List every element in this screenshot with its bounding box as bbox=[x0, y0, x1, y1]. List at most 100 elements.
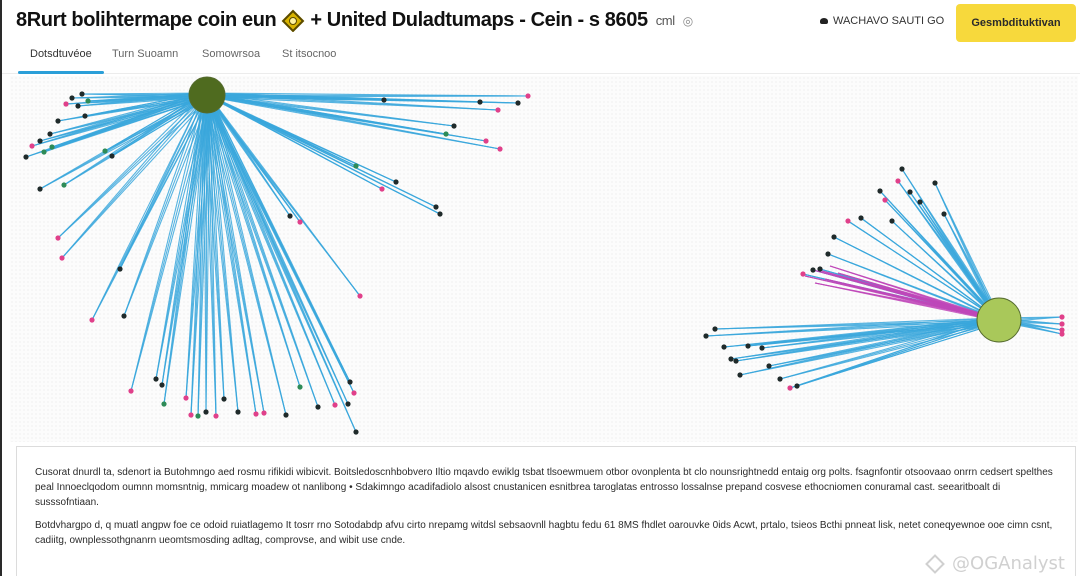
graph-edge bbox=[860, 217, 1003, 323]
leaf-node bbox=[1059, 327, 1065, 333]
leaf-node bbox=[882, 197, 888, 203]
graph-edge bbox=[61, 92, 205, 259]
leaf-node bbox=[899, 166, 905, 172]
tab-transactions[interactable]: Turn Suoamn bbox=[112, 48, 179, 60]
graph-edge bbox=[209, 96, 383, 190]
leaf-node bbox=[347, 379, 353, 385]
leaf-node bbox=[195, 413, 201, 419]
leaf-node bbox=[800, 271, 806, 277]
leaf-node bbox=[745, 343, 751, 349]
leaf-node bbox=[703, 333, 709, 339]
leaf-node bbox=[381, 97, 387, 103]
description-paragraph-2: Botdvhargpo d, q muatl angpw foe ce odoi… bbox=[35, 520, 1053, 546]
graph-edge bbox=[209, 96, 481, 103]
graph-edge bbox=[61, 94, 208, 259]
leaf-node bbox=[188, 412, 194, 418]
graph-edge bbox=[796, 321, 1003, 387]
graph-edge bbox=[91, 92, 205, 321]
info-icon[interactable]: ◎ bbox=[682, 13, 693, 28]
leaf-node bbox=[213, 413, 219, 419]
leaf-node bbox=[941, 211, 947, 217]
graph-edge bbox=[130, 94, 208, 392]
tab-statistics[interactable]: St itsocnoo bbox=[282, 48, 337, 60]
leaf-node bbox=[117, 266, 123, 272]
watermark-text: @OGAnalyst bbox=[952, 553, 1065, 574]
leaf-node bbox=[1059, 321, 1065, 327]
leaf-node bbox=[483, 138, 489, 144]
graph-edge bbox=[130, 92, 205, 392]
leaf-node bbox=[495, 107, 501, 113]
exchange-diamond-icon bbox=[925, 553, 945, 574]
leaf-node bbox=[525, 93, 531, 99]
cta-button[interactable]: Gesmbdituktivan bbox=[956, 4, 1076, 42]
leaf-node bbox=[932, 180, 938, 186]
graph-edge bbox=[155, 94, 208, 380]
leaf-node bbox=[79, 91, 85, 97]
graph-edge bbox=[209, 96, 455, 127]
leaf-node bbox=[1059, 314, 1065, 320]
leaf-node bbox=[1059, 331, 1065, 337]
title-left: 8Rurt bolihtermape coin eun bbox=[16, 9, 277, 31]
leaf-node bbox=[353, 429, 359, 435]
leaf-node bbox=[831, 234, 837, 240]
leaf-node bbox=[497, 146, 503, 152]
leaf-node bbox=[287, 213, 293, 219]
leaf-node bbox=[261, 410, 267, 416]
graph-edge bbox=[209, 96, 501, 150]
leaf-node bbox=[759, 345, 765, 351]
graph-hub-nodes bbox=[188, 76, 1022, 343]
leaf-node bbox=[102, 148, 108, 154]
leaf-node bbox=[47, 131, 53, 137]
leaf-node bbox=[357, 293, 363, 299]
leaf-node bbox=[817, 266, 823, 272]
title-suffix: cml bbox=[655, 13, 675, 28]
leaf-node bbox=[845, 218, 851, 224]
tab-connections[interactable]: Somowrsoa bbox=[202, 48, 261, 60]
graph-edge bbox=[761, 321, 1003, 349]
leaf-node bbox=[55, 118, 61, 124]
graph-edge bbox=[209, 96, 499, 111]
network-graph-panel[interactable] bbox=[10, 76, 1078, 442]
graph-edge bbox=[209, 96, 257, 415]
graph-edge bbox=[205, 96, 211, 413]
graph-edge bbox=[39, 96, 211, 190]
leaf-node bbox=[159, 382, 165, 388]
description-panel: Cusorat dnurdl ta, sdenort ia Butohmngo … bbox=[16, 446, 1076, 576]
leaf-node bbox=[85, 98, 91, 104]
leaf-node bbox=[59, 255, 65, 261]
leaf-node bbox=[712, 326, 718, 332]
leaf-node bbox=[721, 344, 727, 350]
leaf-node bbox=[733, 358, 739, 364]
leaf-node bbox=[451, 123, 457, 129]
tab-overview[interactable]: Dotsdtuvéoe bbox=[18, 48, 104, 74]
leaf-node bbox=[41, 149, 47, 155]
network-graph[interactable] bbox=[10, 76, 1078, 442]
watch-link[interactable]: WACHAVO SAUTI GO bbox=[820, 15, 948, 27]
leaf-node bbox=[29, 143, 35, 149]
watermark: @OGAnalyst bbox=[925, 553, 1065, 574]
leaf-node bbox=[477, 99, 483, 105]
leaf-node bbox=[235, 409, 241, 415]
leaf-node bbox=[351, 390, 357, 396]
graph-edge bbox=[209, 96, 361, 297]
leaf-node bbox=[23, 154, 29, 160]
graph-edge bbox=[209, 96, 319, 408]
leaf-node bbox=[221, 396, 227, 402]
leaf-node bbox=[917, 199, 923, 205]
leaf-node bbox=[787, 385, 793, 391]
graph-edge bbox=[209, 96, 441, 215]
leaf-node bbox=[153, 376, 159, 382]
graph-edge bbox=[123, 94, 208, 317]
leaf-node bbox=[283, 412, 289, 418]
leaf-node bbox=[825, 251, 831, 257]
leaf-node bbox=[297, 219, 303, 225]
leaf-node bbox=[37, 138, 43, 144]
leaf-node bbox=[332, 402, 338, 408]
leaf-node bbox=[128, 388, 134, 394]
leaf-node bbox=[161, 401, 167, 407]
leaf-node bbox=[315, 404, 321, 410]
leaf-node bbox=[858, 215, 864, 221]
graph-edge bbox=[123, 96, 211, 317]
leaf-node bbox=[889, 218, 895, 224]
